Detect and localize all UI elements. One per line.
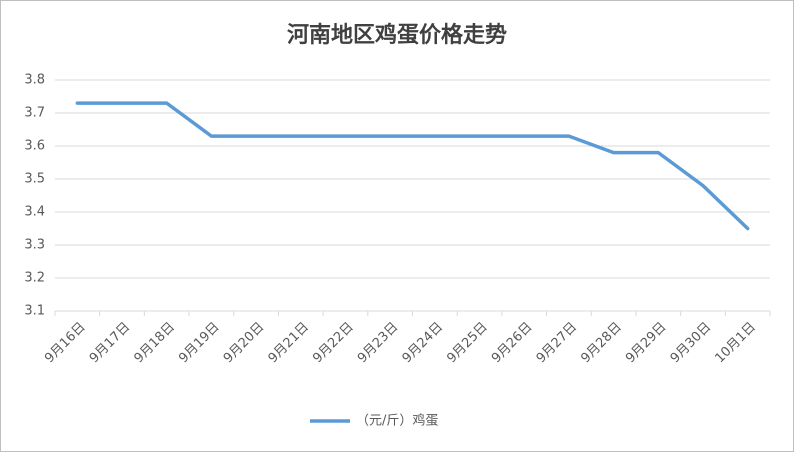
y-tick-label: 3.6 <box>24 139 45 154</box>
line-series <box>75 101 750 231</box>
y-tick-label: 3.8 <box>24 73 45 88</box>
chart-title: 河南地区鸡蛋价格走势 <box>287 22 507 48</box>
y-tick-label: 3.1 <box>24 304 45 319</box>
y-tick-label: 3.3 <box>24 238 45 253</box>
y-tick-label: 3.2 <box>24 271 45 286</box>
y-tick-label: 3.7 <box>24 106 45 121</box>
y-tick-label: 3.5 <box>24 172 45 187</box>
legend-label: （元/斤）鸡蛋 <box>356 413 438 429</box>
y-tick-label: 3.4 <box>24 205 45 220</box>
